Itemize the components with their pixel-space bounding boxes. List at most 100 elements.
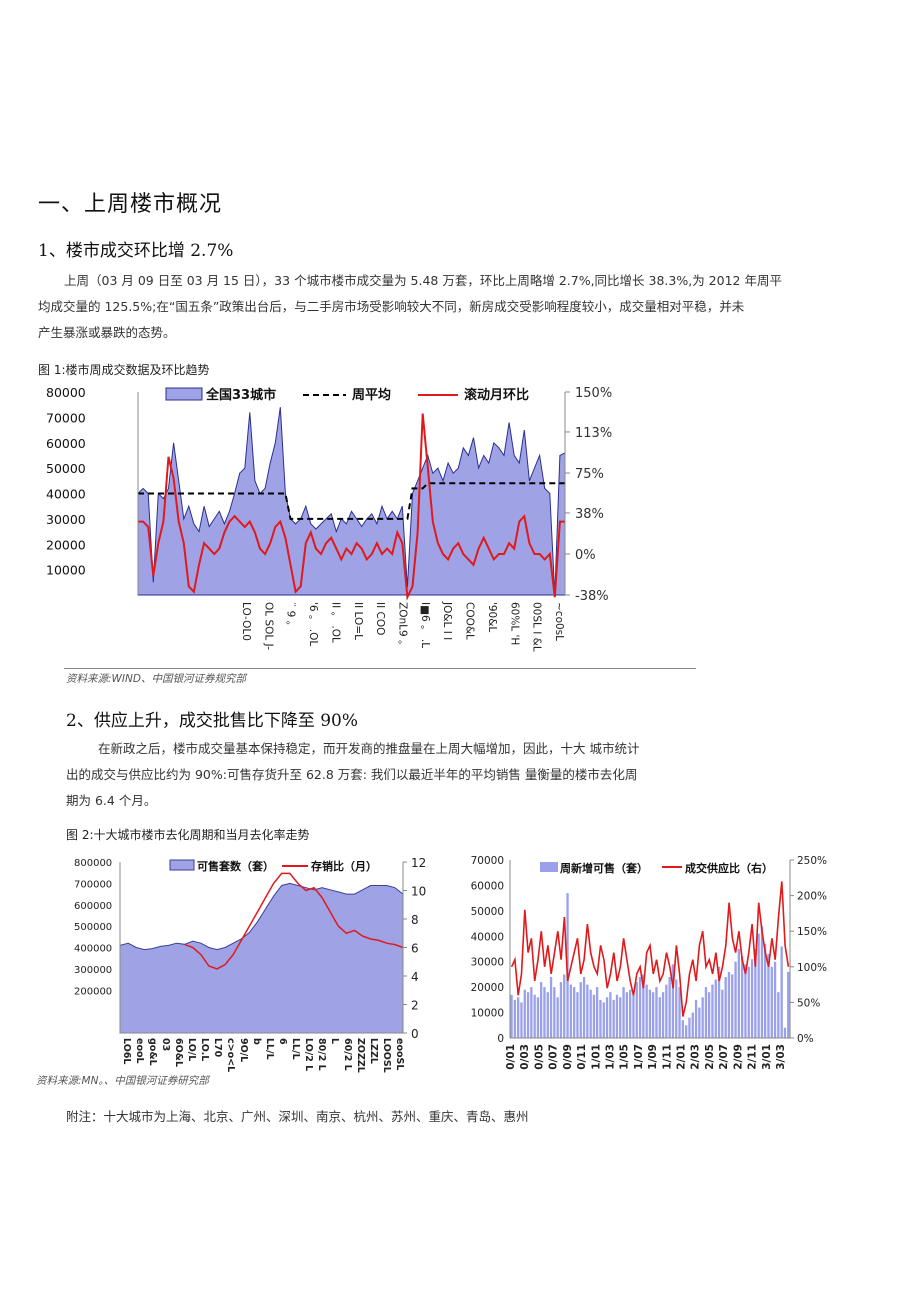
chart3-y-left-tick: 70000 [471,855,504,867]
chart2-x-tick: ZOZZL [355,1038,366,1073]
bar-weekly-new-supply [691,1012,694,1038]
chart1-y-right-tick: 150% [575,386,612,401]
chart3-x-tick: 2/09 [732,1044,744,1070]
bar-weekly-new-supply [711,984,714,1038]
chart2-x-tick: LL/L [264,1038,275,1060]
chart3-x-tick: 0/07 [548,1044,560,1070]
bar-weekly-new-supply [704,987,708,1038]
bar-weekly-new-supply [750,959,754,1038]
chart3-y-right-tick: 250% [797,855,827,867]
chart1-x-tick: JO&L I I [441,601,453,640]
bar-weekly-new-supply [517,997,520,1038]
chart-inventory-cycle: 800000 700000 600000 500000 400000 300000 2000… [74,856,426,1073]
bar-weekly-new-supply [586,984,589,1038]
bar-weekly-new-supply [569,984,573,1038]
bar-weekly-new-supply [638,977,642,1038]
chart1-x-tick: II 。 .OL [329,602,341,643]
figure-1-caption: 图 1:楼市周成交数据及环比趋势 [38,363,210,377]
chart2-y-right-tick: 6 [411,942,419,956]
bar-weekly-new-supply [556,997,559,1038]
bar-weekly-new-supply [737,949,741,1038]
bar-weekly-new-supply [757,933,760,1038]
section-title: 一、上周楼市概况 [38,192,223,217]
chart2-y-right-tick: 4 [411,970,419,984]
chart3-x-tick: 1/07 [633,1044,645,1070]
bar-weekly-new-supply [520,1002,523,1038]
bar-weekly-new-supply [526,992,530,1038]
subsection-1-title: 1、楼市成交环比增 2.7% [38,241,234,261]
bar-weekly-new-supply [783,1027,787,1038]
bar-weekly-new-supply [665,984,668,1038]
line-series-rolling-monthly-ratio [138,413,565,601]
subsection-2-line-1: 在新政之后，楼市成交量基本保持稳定，而开发商的推盘量在上周大幅增加，因此，十大 … [98,741,640,756]
subsection-1-line-3: 产生暴涨或暴跌的态势。 [38,325,176,340]
bar-weekly-new-supply [734,961,737,1038]
chart2-y-right-tick: 8 [411,913,419,927]
chart2-y-left-tick: 700000 [74,879,112,890]
chart2-y-right-tick: 0 [411,1027,419,1041]
chart2-x-tick: LZZL [368,1038,379,1064]
chart1-y-left-tick: 20000 [46,537,86,552]
chart2-x-tick: 60/2 L [342,1038,353,1071]
chart3-x-tick: 3/03 [775,1044,787,1070]
bar-weekly-new-supply [744,964,747,1038]
chart2-x-tick: eooSL [394,1038,405,1070]
bar-weekly-new-supply [602,1002,605,1038]
chart3-x-tick: 0/03 [519,1044,531,1070]
chart3-y-right-tick: 50% [797,997,820,1009]
bar-weekly-new-supply [622,987,625,1038]
chart2-x-tick: L [329,1038,340,1044]
bar-weekly-new-supply [553,987,556,1038]
chart2-x-tick: b [251,1038,262,1045]
bar-weekly-new-supply [678,987,681,1038]
chart3-x-tick: 2/05 [704,1044,716,1070]
chart3-x-tick: 1/11 [661,1044,673,1070]
bar-weekly-new-supply [701,997,704,1038]
chart2-y-left-tick: 200000 [74,986,112,997]
figure-1-source: 资料来源:WIND、中国银河证券规究部 [66,673,246,685]
figure-1-rule [64,668,696,669]
bar-weekly-new-supply [635,982,638,1038]
chart2-x-tick: 6 [277,1038,288,1045]
footnote: 附注：十大城市为上海、北京、广州、深圳、南京、杭州、苏州、重庆、青岛、惠州 [66,1109,529,1124]
subsection-2-title: 2、供应上升，成交批售比下降至 90% [66,711,359,731]
chart3-x-tick: 0/05 [533,1044,545,1070]
bar-weekly-new-supply [747,966,750,1038]
subsection-1-line-1: 上周（03 月 09 日至 03 月 15 日），33 个城市楼市成交量为 5.… [64,273,782,288]
figure-2-source: 资料来源:MN。、中国银河证券研究部 [36,1075,209,1087]
bar-weekly-new-supply [612,999,615,1038]
bar-weekly-new-supply [698,1007,701,1038]
chart2-legend-label-ratio: 存销比（月） [311,859,377,873]
chart3-x-tick: 2/01 [676,1044,688,1070]
chart3-x-tick: 0/01 [505,1044,517,1070]
bar-weekly-new-supply [777,992,780,1038]
chart3-y-left-tick: 50000 [471,906,504,918]
legend-label-national: 全国33城市 [205,387,276,403]
bar-weekly-new-supply [661,992,665,1038]
chart2-legend-swatch-inventory [169,859,195,871]
bar-weekly-new-supply [770,966,773,1038]
chart3-x-tick: 1/05 [619,1044,631,1070]
bar-weekly-new-supply [615,994,619,1038]
bar-weekly-new-supply [645,984,648,1038]
chart-supply-ratio: 70000 60000 50000 40000 30000 20000 10000 0 250%… [471,855,827,1070]
chart1-x-tick: '90&L [486,602,498,632]
chart3-legend-label-supply: 周新增可售（套） [560,861,648,875]
bar-weekly-new-supply [513,999,517,1038]
subsection-1-line-2: 均成交量的 125.5%;在“国五条”政策出台后，与二手房市场受影响较大不同，新… [38,299,745,314]
bar-weekly-new-supply [579,982,582,1038]
bar-weekly-new-supply [573,987,576,1038]
bar-weekly-new-supply [764,943,767,1038]
chart2-x-tick: LO6L [121,1038,132,1064]
chart1-y-left-tick: 10000 [46,563,86,578]
chart1-x-tick: II COO [374,602,386,635]
bar-weekly-new-supply [592,994,596,1038]
bar-weekly-new-supply [533,994,536,1038]
chart2-y-left-tick: 300000 [74,965,112,976]
chart3-x-tick: 2/03 [690,1044,702,1070]
bar-weekly-new-supply [717,966,721,1038]
bar-weekly-new-supply [582,977,586,1038]
chart2-x-tick: LO/2 L [303,1038,314,1071]
bar-weekly-new-supply [543,987,546,1038]
bar-weekly-new-supply [648,989,652,1038]
